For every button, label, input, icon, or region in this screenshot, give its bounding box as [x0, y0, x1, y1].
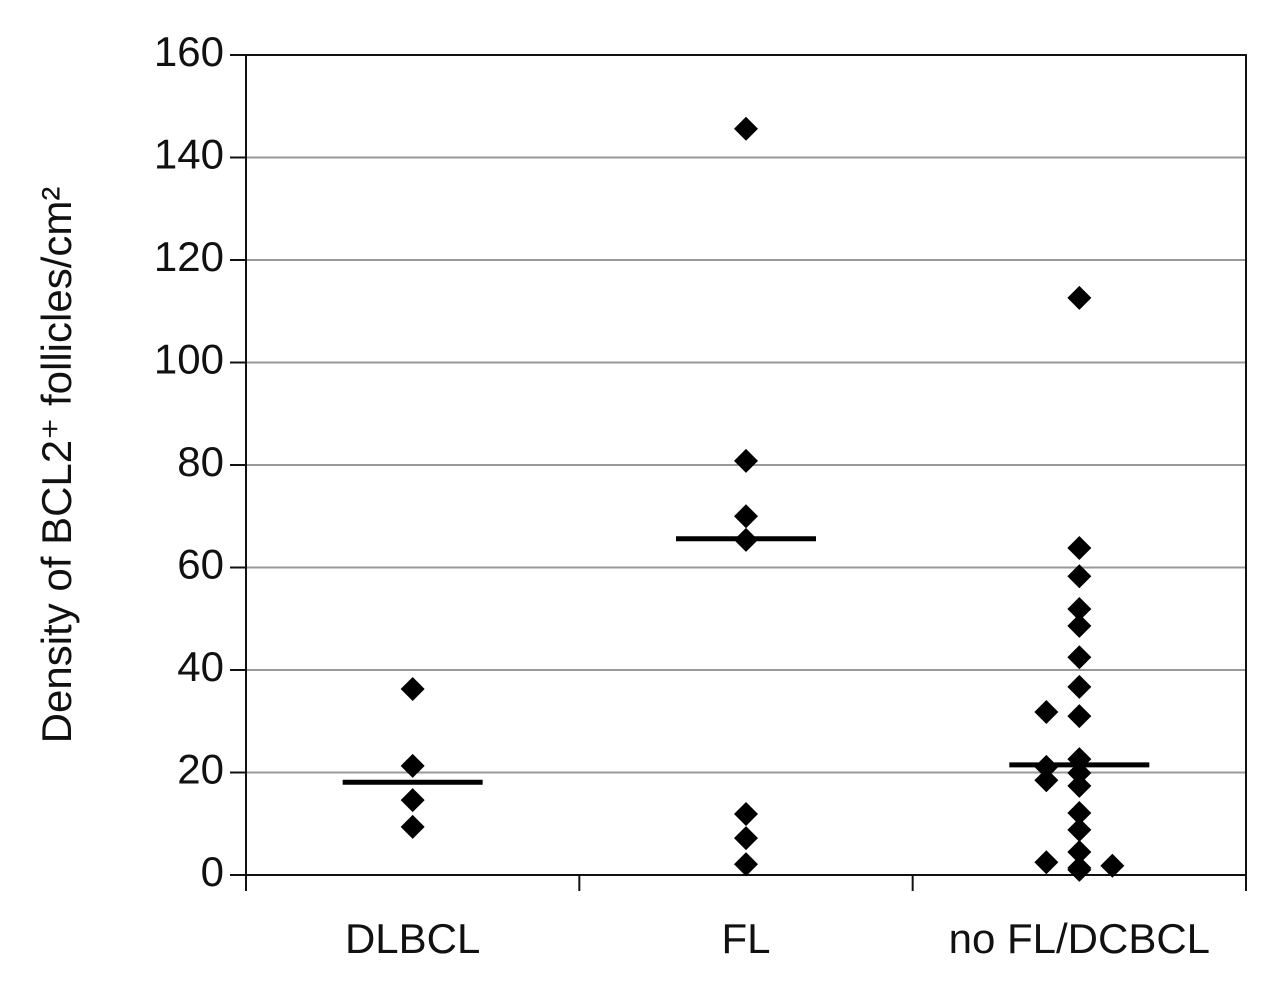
y-axis-label: Density of BCL2⁺ follicles/cm² [33, 187, 80, 744]
data-point [1067, 857, 1092, 882]
data-point [1034, 850, 1059, 875]
data-point [1067, 817, 1092, 842]
y-tick-label: 0 [201, 848, 224, 895]
data-point [400, 676, 425, 701]
data-point [1034, 700, 1059, 725]
data-point [400, 753, 425, 778]
data-point [734, 802, 758, 827]
x-tick-label: DLBCL [345, 915, 480, 962]
y-tick-label: 140 [154, 131, 224, 178]
data-point [1067, 597, 1092, 622]
data-point [1067, 800, 1092, 825]
data-point [1067, 645, 1092, 670]
y-tick-label: 80 [177, 438, 224, 485]
data-point [1067, 613, 1092, 638]
data-point [1067, 839, 1092, 864]
data-point [400, 814, 425, 839]
data-point [734, 826, 758, 851]
data-point [734, 852, 758, 877]
y-tick-label: 160 [154, 28, 224, 75]
data-point [734, 448, 758, 473]
y-tick-label: 120 [154, 233, 224, 280]
data-point [734, 504, 758, 529]
x-tick-label: FL [721, 915, 770, 962]
data-point [734, 116, 758, 141]
data-point [1067, 773, 1092, 798]
y-tick-label: 100 [154, 336, 224, 383]
y-tick-label: 60 [177, 541, 224, 588]
data-point [400, 788, 425, 813]
y-tick-label: 40 [177, 643, 224, 690]
data-point [1100, 853, 1125, 878]
x-tick-label: no FL/DCBCL [949, 915, 1210, 962]
data-point [1034, 768, 1059, 793]
data-point [1067, 674, 1092, 699]
y-tick-label: 20 [177, 746, 224, 793]
data-point [1067, 536, 1092, 561]
data-point [1067, 704, 1092, 729]
data-point [1067, 285, 1092, 310]
data-point [1067, 564, 1092, 589]
